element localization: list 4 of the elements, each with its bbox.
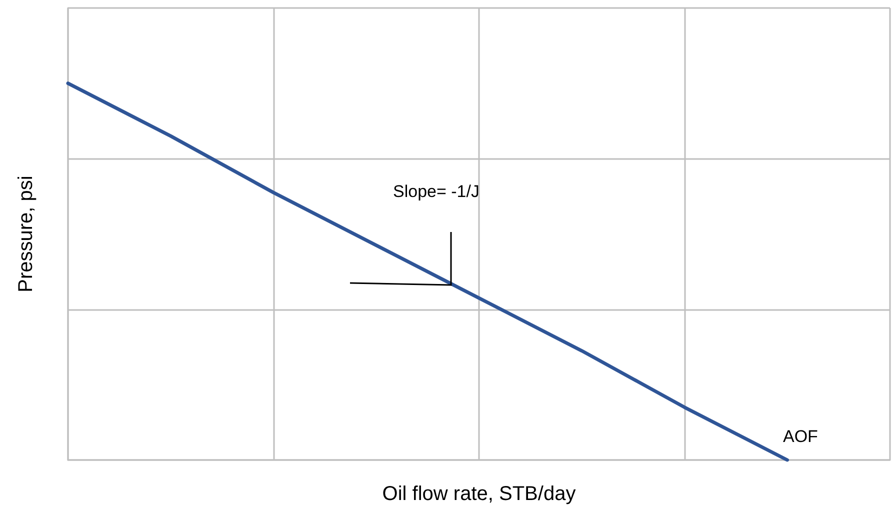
annotation: Slope= -1/J	[393, 182, 480, 201]
x-axis-title: Oil flow rate, STB/day	[382, 483, 576, 505]
annotation: AOF	[783, 427, 818, 446]
y-axis-title: Pressure, psi	[15, 176, 37, 292]
